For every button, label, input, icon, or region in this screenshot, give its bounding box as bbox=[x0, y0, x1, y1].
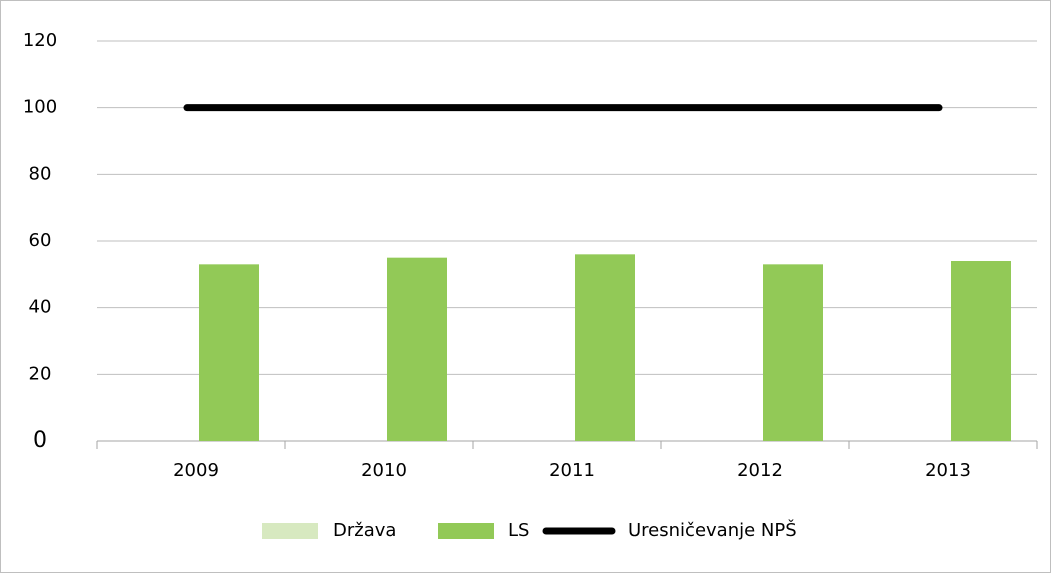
y-tick-label: 120 bbox=[23, 30, 57, 51]
x-tick-label: 2013 bbox=[925, 460, 971, 481]
legend-swatch bbox=[438, 523, 494, 539]
y-tick-label: 20 bbox=[29, 363, 52, 384]
bar bbox=[387, 257, 447, 441]
x-tick-label: 2010 bbox=[361, 460, 407, 481]
bar bbox=[575, 254, 635, 441]
x-tick-label: 2011 bbox=[549, 460, 595, 481]
y-tick-label: 0 bbox=[33, 428, 47, 453]
legend-swatch bbox=[262, 523, 318, 539]
y-tick-label: 80 bbox=[29, 163, 52, 184]
bar bbox=[763, 264, 823, 441]
legend-label: LS bbox=[508, 520, 529, 541]
y-tick-label: 60 bbox=[29, 230, 52, 251]
legend-label: Država bbox=[333, 520, 396, 541]
bar bbox=[951, 261, 1011, 441]
x-tick-label: 2009 bbox=[173, 460, 219, 481]
y-tick-label: 100 bbox=[23, 97, 57, 118]
legend-label: Uresničevanje NPŠ bbox=[628, 519, 797, 541]
bar bbox=[199, 264, 259, 441]
y-tick-label: 40 bbox=[29, 297, 52, 318]
x-tick-label: 2012 bbox=[737, 460, 783, 481]
